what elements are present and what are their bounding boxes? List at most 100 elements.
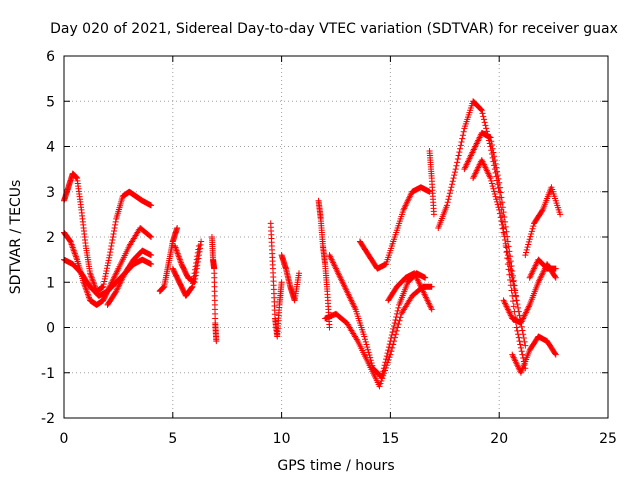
data-point-sat-v — [527, 233, 534, 240]
data-point-sat-g — [197, 245, 203, 252]
data-point-sat-s — [501, 233, 508, 240]
data-point-sat-s — [500, 229, 507, 236]
data-point-sat-s — [503, 244, 510, 251]
data-point-sat-a — [106, 254, 113, 261]
data-point-sat-r — [514, 301, 521, 308]
data-point-sat-t — [552, 273, 559, 280]
data-point-sat-m — [392, 316, 399, 323]
data-point-sat-r — [487, 134, 494, 141]
data-point-sat-a — [106, 252, 113, 259]
data-point-sat-m — [395, 304, 402, 311]
data-point-sat-a — [109, 237, 116, 244]
data-point-sat-o — [428, 306, 435, 313]
data-point-sat-s — [506, 259, 513, 266]
data-point-sat-m — [389, 329, 396, 336]
data-point-sat-q — [517, 344, 524, 351]
data-point-sat-g — [195, 252, 202, 259]
data-point-sat-q — [454, 159, 461, 166]
data-point-sat-m — [361, 333, 368, 340]
data-point-sat-m — [390, 326, 397, 333]
y-tick-label: -2 — [41, 411, 55, 427]
data-point-sat-s — [511, 286, 518, 293]
data-point-sat-q — [458, 138, 465, 145]
plot-frame — [63, 55, 609, 419]
data-point-sat-q — [460, 128, 467, 135]
data-point-sat-s — [488, 180, 495, 187]
data-point-sat-r — [488, 141, 495, 148]
data-point-sat-q — [496, 188, 503, 195]
data-point-sat-a — [105, 257, 112, 264]
data-point-sat-t — [552, 274, 559, 281]
data-point-sat-q — [518, 348, 525, 355]
x-axis-label: GPS time / hours — [277, 458, 394, 474]
data-point-sat-r — [491, 157, 498, 164]
data-point-sat-v — [530, 223, 537, 230]
data-point-sat-m — [386, 341, 393, 348]
x-tick-label: 25 — [599, 431, 617, 447]
data-point-sat-r — [492, 160, 499, 167]
data-point-sat-m — [364, 346, 371, 353]
data-point-sat-s — [499, 225, 506, 232]
data-point-sat-l — [428, 283, 435, 290]
data-point-sat-d — [112, 289, 119, 296]
data-point-sat-s — [491, 191, 498, 198]
data-point-sat-a — [104, 262, 111, 269]
data-point-sat-s — [512, 289, 519, 296]
data-point-sat-r — [518, 323, 525, 330]
data-point-sat-v — [524, 244, 531, 251]
data-point-sat-q — [450, 175, 457, 182]
data-point-sat-g — [192, 275, 199, 282]
data-point-sat-m — [363, 341, 370, 348]
data-point-sat-q — [516, 338, 523, 345]
data-point-sat-l — [377, 380, 384, 387]
data-point-sat-m — [388, 332, 395, 339]
data-point-sat-s — [504, 248, 511, 255]
data-point-sat-r — [515, 308, 522, 315]
data-point-sat-q — [480, 116, 487, 123]
y-tick-label: 3 — [46, 185, 55, 201]
data-point-sat-v — [557, 211, 564, 218]
y-axis-label: SDTVAR / TECUs — [8, 180, 24, 295]
data-point-sat-q — [449, 181, 456, 188]
data-point-sat-s — [504, 252, 511, 259]
data-point-sat-m — [391, 319, 398, 326]
data-point-sat-r — [490, 149, 497, 156]
data-point-sat-g — [192, 272, 199, 279]
data-point-sat-m — [385, 344, 392, 351]
data-point-sat-l — [393, 327, 400, 334]
data-point-sat-v — [522, 252, 529, 259]
data-point-sat-g — [193, 269, 200, 276]
data-point-sat-s — [498, 218, 505, 225]
data-point-sat-r — [489, 145, 496, 152]
data-point-sat-v — [528, 230, 535, 237]
data-point-sat-a — [105, 260, 112, 267]
y-tick-label: 6 — [46, 49, 55, 65]
data-point-sat-m — [380, 365, 387, 372]
data-point-sat-m — [369, 362, 376, 369]
data-point-sat-m — [384, 350, 391, 357]
data-point-sat-q — [479, 110, 486, 117]
data-point-sat-s — [489, 183, 496, 190]
data-point-sat-m — [368, 359, 375, 366]
data-point-sat-m — [378, 374, 385, 381]
data-point-sat-q — [514, 327, 521, 334]
data-point-sat-a — [101, 278, 108, 285]
data-point-sat-r — [496, 184, 503, 191]
data-point-sat-m — [422, 274, 429, 281]
data-point-sat-v — [523, 249, 530, 256]
data-point-sat-v — [526, 236, 533, 243]
data-point-sat-q — [443, 202, 450, 209]
data-point-sat-m — [388, 335, 395, 342]
data-point-sat-m — [364, 344, 371, 351]
data-point-sat-f — [189, 283, 196, 290]
data-point-sat-j — [296, 270, 303, 277]
data-point-sat-q — [510, 303, 517, 310]
data-point-sat-q — [459, 132, 466, 139]
data-point-sat-r — [497, 189, 504, 196]
y-tick-label: 2 — [46, 230, 55, 246]
data-point-sat-m — [381, 362, 388, 369]
data-point-sat-s — [502, 240, 509, 247]
data-point-sat-a — [101, 275, 108, 282]
data-point-sat-l — [388, 348, 395, 355]
data-point-sat-q — [481, 119, 488, 126]
